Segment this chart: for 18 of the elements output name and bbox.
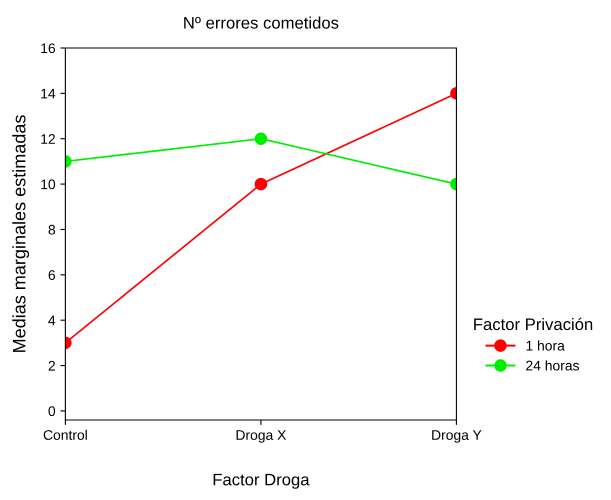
y-tick-label: 12 xyxy=(41,134,55,144)
chart-title: Nº errores cometidos xyxy=(184,16,338,29)
y-tick-label: 0 xyxy=(48,406,56,416)
legend-title: Factor Privación xyxy=(474,318,592,330)
x-tick-label: Droga Y xyxy=(432,430,482,443)
legend-label: 24 horas xyxy=(526,360,579,371)
y-axis-title: Medias marginales estimadas xyxy=(12,115,30,352)
x-tick-label: Droga X xyxy=(236,430,286,443)
x-axis-title: Factor Droga xyxy=(214,474,310,489)
legend-label: 1 hora xyxy=(526,340,565,351)
y-tick-label: 6 xyxy=(48,270,56,280)
y-tick-label: 10 xyxy=(41,179,56,190)
x-tick-label: Control xyxy=(44,430,87,440)
y-tick-label: 16 xyxy=(41,43,56,54)
y-tick-label: 14 xyxy=(41,88,56,98)
y-tick-label: 4 xyxy=(48,316,56,326)
y-tick-label: 8 xyxy=(48,224,56,235)
y-tick-label: 2 xyxy=(48,360,55,371)
